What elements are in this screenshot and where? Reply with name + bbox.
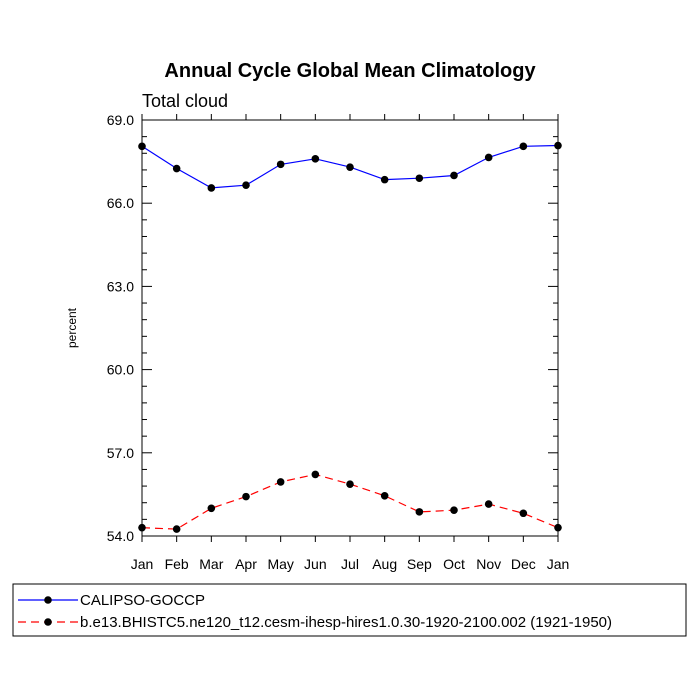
data-point xyxy=(311,470,320,479)
x-tick-label: Jul xyxy=(341,556,359,572)
data-point xyxy=(172,164,181,173)
chart-title: Annual Cycle Global Mean Climatology xyxy=(164,60,536,82)
legend-entry: CALIPSO-GOCCP xyxy=(18,592,205,609)
data-point xyxy=(207,504,216,513)
y-tick-label: 63.0 xyxy=(107,278,134,294)
data-point xyxy=(276,160,285,169)
x-tick-label: Dec xyxy=(511,556,536,572)
x-tick-label: May xyxy=(267,556,293,572)
plot-frame xyxy=(141,119,559,537)
data-point xyxy=(519,142,528,151)
data-point xyxy=(311,155,320,163)
x-tick-label: Nov xyxy=(476,556,501,572)
x-tick-label: Feb xyxy=(165,556,189,572)
axis-ticks xyxy=(141,114,559,542)
data-point xyxy=(450,171,458,180)
x-tick-label: Aug xyxy=(372,556,397,572)
data-point xyxy=(415,508,424,516)
legend-marker xyxy=(44,596,52,604)
data-point xyxy=(450,506,458,515)
data-point xyxy=(172,525,181,533)
series-layer xyxy=(138,141,562,533)
data-point xyxy=(242,181,250,189)
legend-box xyxy=(12,583,687,637)
data-point xyxy=(484,500,493,508)
data-point xyxy=(207,184,216,192)
series-2 xyxy=(138,470,562,533)
x-tick-label: Jun xyxy=(304,556,327,572)
data-point xyxy=(554,141,562,150)
x-tick-label: Jan xyxy=(547,556,570,572)
legend-label: b.e13.BHISTC5.ne120_t12.cesm-ihesp-hires… xyxy=(80,614,612,631)
data-point xyxy=(276,478,285,486)
chart-subtitle: Total cloud xyxy=(142,91,228,111)
x-tick-label: Sep xyxy=(407,556,432,572)
x-tick-labels: Jan Feb Mar Apr May Jun Jul Aug Sep Oct Nov Dec Jan xyxy=(131,556,570,572)
y-tick-labels: 54.0 57.0 60.0 63.0 66.0 69.0 xyxy=(107,112,134,544)
data-point xyxy=(242,492,250,501)
data-point xyxy=(138,523,146,532)
data-point xyxy=(519,509,528,518)
data-point xyxy=(415,174,424,183)
data-point xyxy=(380,491,389,500)
y-tick-label: 57.0 xyxy=(107,445,134,461)
legend-marker xyxy=(44,618,52,626)
y-tick-label: 60.0 xyxy=(107,362,134,378)
y-tick-label: 69.0 xyxy=(107,112,134,128)
x-tick-label: Mar xyxy=(199,556,223,572)
y-tick-label: 66.0 xyxy=(107,195,134,211)
legend-label: CALIPSO-GOCCP xyxy=(80,592,205,609)
y-axis-label: percent xyxy=(65,307,79,348)
x-tick-label: Jan xyxy=(131,556,154,572)
data-point xyxy=(346,480,354,488)
data-point xyxy=(138,142,146,151)
data-point xyxy=(484,153,493,162)
series-1 xyxy=(138,141,562,192)
x-tick-label: Apr xyxy=(235,556,257,572)
data-point xyxy=(380,175,389,184)
data-point xyxy=(554,523,562,532)
data-point xyxy=(346,163,354,171)
x-tick-label: Oct xyxy=(443,556,465,572)
legend-entry: b.e13.BHISTC5.ne120_t12.cesm-ihesp-hires… xyxy=(18,614,612,631)
y-tick-label: 54.0 xyxy=(107,528,134,544)
legend: CALIPSO-GOCCP b.e13.BHISTC5.ne120_t12.ces… xyxy=(12,583,687,637)
